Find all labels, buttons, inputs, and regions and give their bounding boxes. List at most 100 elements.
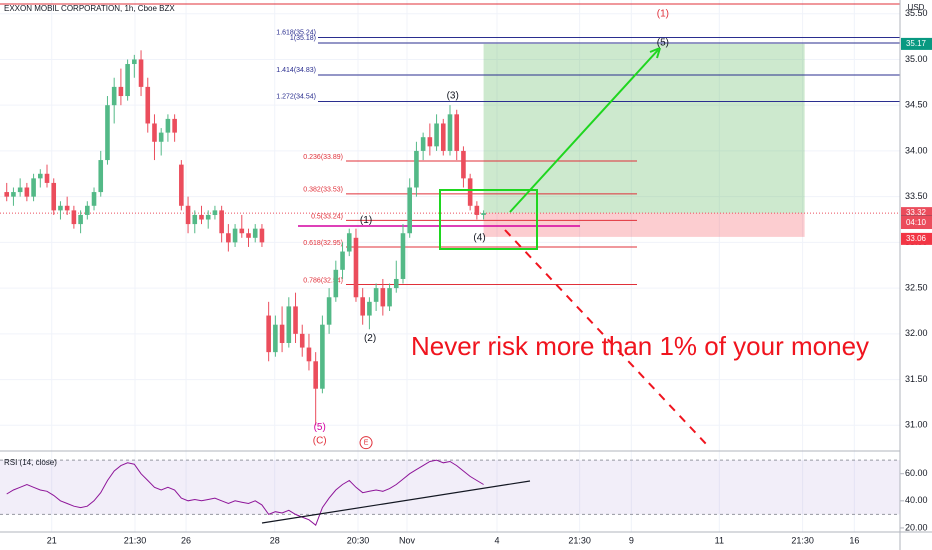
x-tick-label: 28 bbox=[270, 535, 280, 545]
candle-body bbox=[367, 301, 372, 316]
candle-body bbox=[447, 114, 453, 151]
y-tick-label: 34.50 bbox=[905, 100, 928, 110]
wave-label: (1) bbox=[360, 215, 372, 226]
candle-body bbox=[64, 205, 70, 211]
candle-body bbox=[232, 228, 238, 243]
currency: USD bbox=[908, 3, 925, 12]
wave-label: E bbox=[364, 440, 369, 447]
wave-label: (2) bbox=[364, 333, 376, 344]
candle-body bbox=[467, 178, 473, 206]
candle-body bbox=[226, 233, 231, 243]
candle-body bbox=[380, 288, 386, 307]
wave-label: (1) bbox=[657, 8, 669, 19]
price-badge bbox=[901, 37, 932, 50]
candle-body bbox=[266, 315, 271, 353]
fib-extension-label: 1.414(34.83) bbox=[276, 67, 316, 74]
y-tick-label: 31.50 bbox=[905, 374, 928, 384]
x-tick-label: 11 bbox=[715, 535, 724, 545]
x-tick-label: 26 bbox=[181, 535, 191, 545]
candle-body bbox=[427, 137, 433, 147]
candle-body bbox=[172, 118, 177, 133]
price-badge-label: 35.17 bbox=[906, 39, 927, 48]
candle-body bbox=[91, 192, 97, 206]
candle-body bbox=[340, 251, 345, 270]
x-tick-label: 21 bbox=[47, 535, 57, 545]
candle-body bbox=[259, 228, 265, 243]
loss-zone bbox=[483, 213, 805, 237]
x-tick-label: 21:30 bbox=[568, 535, 591, 545]
fib-retracement-label: 0.5(33.24) bbox=[311, 213, 343, 220]
candle-body bbox=[360, 297, 365, 316]
price-badge bbox=[901, 232, 932, 245]
rsi-tick-label: 40.00 bbox=[905, 495, 928, 505]
candle-body bbox=[407, 187, 413, 234]
candle-body bbox=[192, 214, 198, 225]
candle-body bbox=[434, 123, 439, 147]
countdown: 04:10 bbox=[906, 218, 927, 227]
candle-body bbox=[320, 324, 325, 389]
candle-body bbox=[44, 173, 50, 183]
candle-body bbox=[299, 333, 305, 348]
candle-body bbox=[152, 123, 157, 142]
candle-body bbox=[17, 187, 23, 193]
x-tick-label: 16 bbox=[849, 535, 859, 545]
rsi-line bbox=[6, 459, 484, 527]
candle-body bbox=[387, 288, 392, 307]
candle-body bbox=[461, 150, 466, 179]
y-tick-label: 32.00 bbox=[905, 328, 928, 338]
candle-body bbox=[125, 64, 130, 97]
candle-body bbox=[454, 114, 460, 151]
wave-label: (5) bbox=[314, 422, 326, 433]
candle-body bbox=[420, 137, 426, 151]
wave-label: (3) bbox=[447, 91, 459, 102]
wave-label: (4) bbox=[473, 232, 485, 243]
fib-retracement-label: 0.786(32.54) bbox=[303, 277, 343, 284]
candle-body bbox=[286, 306, 292, 343]
candle-body bbox=[246, 233, 251, 238]
candle-body bbox=[58, 205, 63, 211]
target-arrowhead bbox=[649, 47, 661, 59]
candle-body bbox=[219, 210, 224, 234]
fib-retracement-label: 0.236(33.89) bbox=[303, 154, 343, 161]
wave-label: (5) bbox=[657, 38, 669, 49]
candle-body bbox=[400, 233, 406, 279]
x-tick-label: 21:30 bbox=[791, 535, 814, 545]
candle-body bbox=[252, 228, 258, 238]
y-tick-label: 33.50 bbox=[905, 191, 928, 201]
fib-retracement-label: 0.382(33.53) bbox=[303, 187, 343, 194]
x-tick-label: Nov bbox=[399, 535, 416, 545]
x-tick-label: 4 bbox=[495, 535, 500, 545]
candle-body bbox=[414, 150, 419, 188]
candle-body bbox=[306, 347, 312, 362]
candle-body bbox=[279, 324, 285, 343]
candle-body bbox=[313, 361, 318, 389]
x-tick-label: 20:30 bbox=[347, 535, 370, 545]
y-tick-label: 35.00 bbox=[905, 54, 928, 64]
candle-body bbox=[11, 192, 16, 197]
fib-extension-label: 1.272(34.54) bbox=[276, 93, 316, 100]
candle-body bbox=[51, 182, 57, 211]
price-badge-label: 33.06 bbox=[906, 234, 927, 243]
candle-body bbox=[31, 178, 36, 197]
x-tick-label: 21:30 bbox=[124, 535, 147, 545]
rsi-tick-label: 60.00 bbox=[905, 468, 928, 478]
fib-retracement-label: 0.618(32.95) bbox=[303, 240, 343, 247]
candle-body bbox=[24, 187, 30, 197]
zone-box bbox=[439, 189, 538, 250]
fib-extension-label: 1.618(35.24) bbox=[276, 29, 316, 36]
event-marker bbox=[359, 436, 373, 450]
candle-body bbox=[393, 278, 399, 289]
candle-body bbox=[199, 214, 204, 220]
candle-body bbox=[78, 214, 83, 225]
target-arrow bbox=[509, 49, 659, 213]
candle-body bbox=[474, 205, 480, 215]
candle-body bbox=[165, 118, 171, 133]
candle-body bbox=[326, 297, 332, 325]
candle-body bbox=[4, 192, 10, 197]
y-tick-label: 34.00 bbox=[905, 145, 928, 155]
price-badge-label: 33.32 bbox=[906, 208, 927, 217]
y-tick-label: 31.00 bbox=[905, 420, 928, 430]
candle-body bbox=[440, 123, 446, 151]
y-tick-label: 35.50 bbox=[905, 8, 928, 18]
candle-body bbox=[481, 213, 486, 215]
